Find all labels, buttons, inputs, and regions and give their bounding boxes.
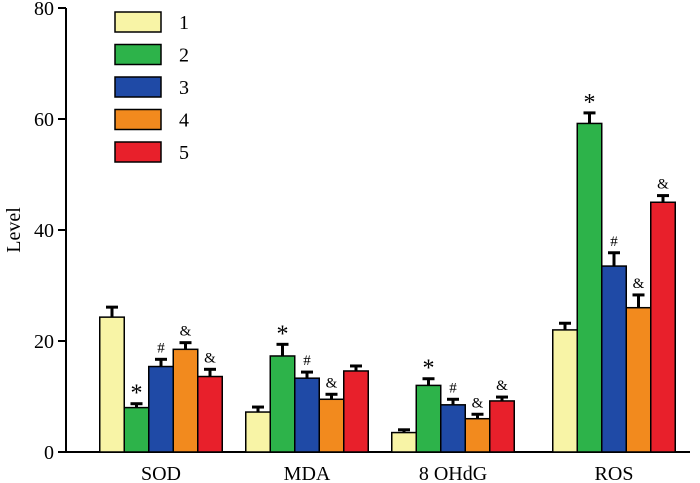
bar-sod-series-2 [123,406,150,453]
bar-8-ohdg-series-3 [440,404,466,453]
legend-label: 2 [179,45,189,67]
legend-swatch [114,43,162,66]
bar-mda-series-5 [343,370,369,453]
bar-mda-series-2 [269,355,296,453]
significance-marker: * [277,321,289,347]
legend-swatch [114,76,162,98]
legend-label: 3 [179,77,189,99]
y-tick-label: 80 [34,0,54,20]
y-tick-label: 0 [44,442,54,464]
bar-sod-series-1 [99,316,125,453]
chart-legend: 1 2 3 4 5 [114,11,189,164]
significance-marker: & [496,378,508,394]
significance-marker: # [449,380,457,396]
bar-mda-series-1 [245,411,271,453]
x-category-label: ROS [595,463,634,483]
chart-bars: *#&&*#&*#&&*#&& [99,90,676,453]
significance-marker: & [204,350,216,366]
x-category-label: SOD [141,463,181,483]
legend-label: 4 [179,110,189,132]
bar-mda-series-4 [318,398,345,453]
y-tick-label: 60 [34,109,54,131]
legend-swatch [114,108,162,131]
legend-label: 1 [179,12,189,34]
bar-ros-series-1 [552,329,578,453]
significance-marker: & [633,276,645,292]
chart-axes: 0 20 40 60 80 SOD MDA 8 OHdG ROS [34,0,690,483]
significance-marker: & [180,324,192,340]
bar-sod-series-4 [172,348,199,453]
bar-sod-series-5 [197,375,223,453]
bar-ros-series-2 [576,122,603,453]
bar-8-ohdg-series-4 [464,417,491,453]
y-tick-label: 20 [34,331,54,353]
bar-8-ohdg-series-1 [391,431,417,453]
bar-8-ohdg-series-5 [489,400,515,453]
bar-mda-series-3 [294,377,320,453]
y-tick-label: 40 [34,220,54,242]
x-category-label: 8 OHdG [419,463,487,483]
bar-sod-series-3 [148,365,174,453]
significance-marker: & [472,395,484,411]
legend-swatch [114,11,162,33]
bar-ros-series-3 [601,265,627,453]
legend-swatch [114,141,162,163]
significance-marker: * [584,90,596,116]
significance-marker: & [657,177,669,193]
significance-marker: # [610,234,618,250]
significance-marker: * [131,381,143,407]
x-category-label: MDA [284,463,331,483]
bar-ros-series-4 [625,306,652,453]
legend-label: 5 [179,142,189,164]
significance-marker: # [303,353,311,369]
significance-marker: # [157,340,165,356]
bar-ros-series-5 [650,201,676,453]
bar-8-ohdg-series-2 [415,384,442,453]
significance-marker: * [423,356,435,382]
y-axis-title: Level [3,207,25,253]
significance-marker: & [326,375,338,391]
